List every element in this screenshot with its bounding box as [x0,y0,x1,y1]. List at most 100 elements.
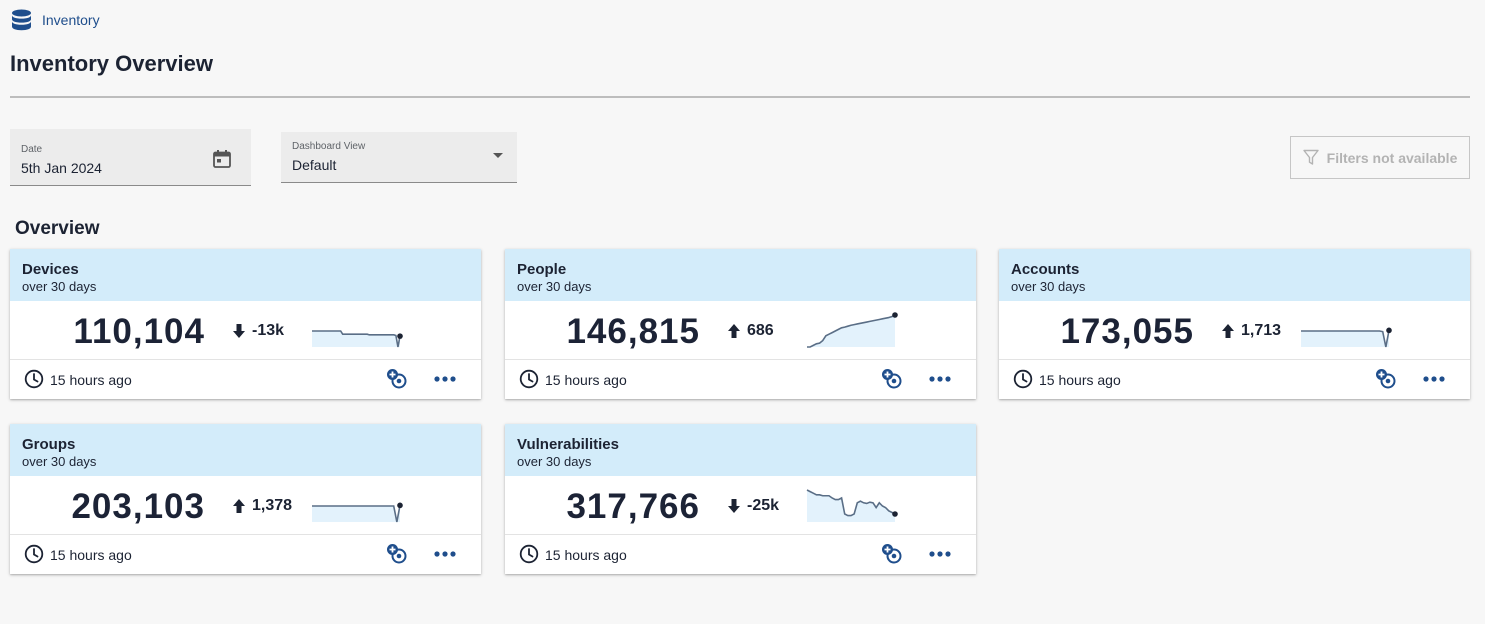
card-footer: 15 hours ago [10,360,481,399]
card-header: Devices over 30 days [10,249,481,301]
card-delta: -13k [232,322,284,340]
card-body: 317,766 -25k [505,476,976,535]
card-header: Accounts over 30 days [999,249,1470,301]
add-compare-icon[interactable] [881,368,903,390]
last-updated-text: 15 hours ago [50,547,132,563]
card-subtitle: over 30 days [517,454,592,469]
sparkline-area [312,505,400,522]
add-compare-icon[interactable] [1375,368,1397,390]
sparkline-area [1301,330,1389,347]
sparkline-line [806,489,896,517]
last-updated-text: 15 hours ago [545,547,627,563]
arrow-down-icon [233,324,245,338]
card-footer: 15 hours ago [505,360,976,399]
clock-icon [519,369,539,389]
sparkline-line [807,314,896,348]
chevron-down-icon[interactable] [493,153,503,158]
card-delta: 1,713 [1221,322,1281,340]
card-delta-value: -25k [747,497,780,514]
sparkline-area [807,490,895,522]
breadcrumb: Inventory [11,9,100,31]
more-options-icon[interactable] [928,546,952,562]
clock-icon [24,369,44,389]
card-delta-value: -13k [252,322,285,339]
breadcrumb-inventory-link[interactable]: Inventory [42,12,100,28]
trend-sparkline [312,330,403,348]
arrow-up-icon [233,499,245,513]
trend-sparkline [1301,327,1392,348]
card-title: Groups [22,436,76,453]
card-header: Groups over 30 days [10,424,481,476]
card-subtitle: over 30 days [22,279,97,294]
date-field-label: Date [21,144,43,155]
card-body: 173,055 1,713 [999,301,1470,360]
sparkline-endpoint [892,511,898,517]
trend-sparkline [312,502,403,523]
card-subtitle: over 30 days [517,279,592,294]
more-options-icon[interactable] [928,371,952,387]
card-value: 146,815 [566,312,700,351]
sparkline-endpoint [397,333,403,339]
database-icon [12,9,31,31]
more-options-icon[interactable] [433,371,457,387]
card-people[interactable]: People over 30 days 146,815 686 15 hours… [505,249,976,399]
card-subtitle: over 30 days [1011,279,1086,294]
add-compare-icon[interactable] [386,543,408,565]
card-value: 203,103 [71,487,205,526]
card-groups[interactable]: Groups over 30 days 203,103 1,378 15 hou… [10,424,481,574]
dashboard-view-value[interactable]: Default [292,157,337,173]
sparkline-area [312,331,400,347]
card-header: People over 30 days [505,249,976,301]
card-delta: 686 [727,322,774,340]
sparkline-line [312,330,401,348]
filters-button-label: Filters not available [1326,149,1458,166]
card-vulnerabilities[interactable]: Vulnerabilities over 30 days 317,766 -25… [505,424,976,574]
arrow-up-icon [1222,324,1234,338]
card-delta: -25k [727,497,779,515]
card-value: 110,104 [73,312,205,351]
sparkline-endpoint [397,502,403,509]
trend-sparkline [806,489,898,522]
card-delta-value: 1,713 [1241,322,1282,339]
add-compare-icon[interactable] [386,368,408,390]
card-title: Vulnerabilities [517,436,619,453]
card-body: 110,104 -13k [10,301,481,360]
sparkline-line [1301,330,1390,348]
sparkline-endpoint [892,312,898,318]
card-header: Vulnerabilities over 30 days [505,424,976,476]
page-title: Inventory Overview [10,51,213,76]
arrow-down-icon [728,499,740,513]
more-options-icon[interactable] [1422,371,1446,387]
filter-icon [1302,149,1319,165]
last-updated-text: 15 hours ago [1039,372,1121,388]
card-accounts[interactable]: Accounts over 30 days 173,055 1,713 15 h… [999,249,1470,399]
card-footer: 15 hours ago [10,535,481,574]
card-title: Devices [22,261,79,278]
card-subtitle: over 30 days [22,454,97,469]
clock-icon [24,544,44,564]
date-picker-field[interactable]: Date 5th Jan 2024 [10,129,251,186]
arrow-up-icon [728,324,740,338]
card-title: Accounts [1011,261,1080,278]
card-body: 146,815 686 [505,301,976,360]
add-compare-icon[interactable] [881,543,903,565]
card-delta: 1,378 [232,497,292,515]
card-footer: 15 hours ago [505,535,976,574]
card-value: 173,055 [1060,312,1194,351]
sparkline-line [312,505,401,523]
clock-icon [519,544,539,564]
dashboard-view-label: Dashboard View [292,141,366,152]
overview-section-title: Overview [15,218,100,239]
date-field-value[interactable]: 5th Jan 2024 [21,160,102,176]
filters-button[interactable]: Filters not available [1290,136,1470,179]
more-options-icon[interactable] [433,546,457,562]
calendar-icon[interactable] [212,149,232,169]
card-devices[interactable]: Devices over 30 days 110,104 -13k 15 hou… [10,249,481,399]
clock-icon [1013,369,1033,389]
dashboard-view-select[interactable]: Dashboard View Default [281,132,517,183]
last-updated-text: 15 hours ago [545,372,627,388]
last-updated-text: 15 hours ago [50,372,132,388]
card-body: 203,103 1,378 [10,476,481,535]
card-value: 317,766 [566,487,700,526]
sparkline-area [807,315,895,347]
